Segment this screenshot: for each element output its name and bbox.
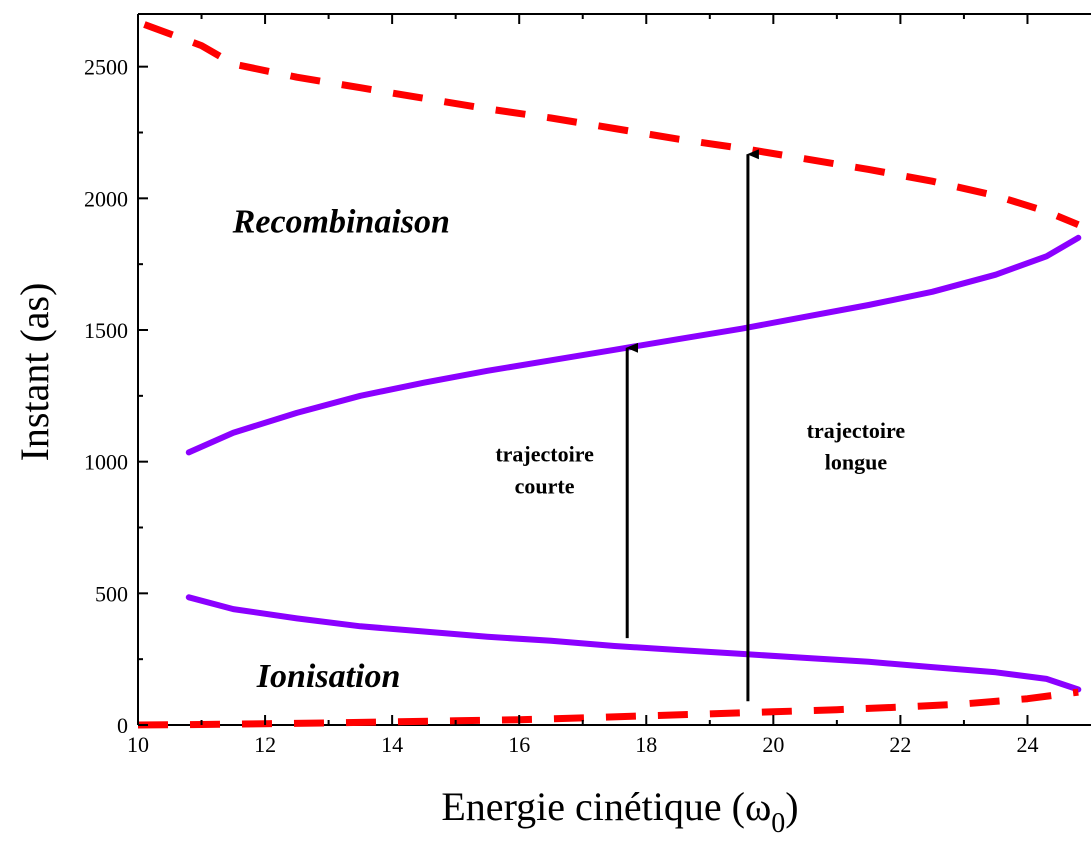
y-tick-label: 1000	[84, 450, 128, 475]
x-axis-title: Energie cinétique (ω0)	[441, 784, 798, 839]
solid-series-line-1	[185, 594, 1082, 693]
y-tick-label: 0	[117, 713, 128, 738]
solid-series-line-0	[185, 234, 1082, 456]
x-tick-label: 16	[508, 732, 530, 757]
x-axis-title-end: )	[785, 784, 798, 829]
arrow-label-1-line-0: trajectoire	[807, 418, 906, 443]
ionisation-label: Ionisation	[256, 658, 401, 695]
x-axis-title-sub: 0	[771, 808, 785, 839]
arrow-label-0-line-0: trajectoire	[495, 442, 594, 467]
y-tick-label: 2000	[84, 186, 128, 211]
y-tick-label: 500	[95, 581, 128, 606]
x-tick-label: 22	[889, 732, 911, 757]
arrow-label-0-line-1: courte	[515, 473, 575, 498]
tick-layer: 10 12 14 16 18 20 22 24 0 500 1000 1500 2000 2500	[84, 14, 1038, 757]
dashed-series-line-3	[137, 688, 1079, 729]
y-axis-title: Instant (as)	[12, 283, 57, 462]
x-tick-label: 24	[1016, 732, 1038, 757]
arrow-label-1-line-1: longue	[825, 450, 888, 475]
x-tick-label: 12	[254, 732, 276, 757]
arrow-layer	[625, 149, 759, 702]
y-tick-label: 1500	[84, 318, 128, 343]
dashed-series-line-2	[143, 21, 1080, 228]
y-tick-label: 2500	[84, 55, 128, 80]
x-tick-label: 20	[762, 732, 784, 757]
series-layer	[137, 21, 1082, 729]
x-axis-title-main: Energie cinétique (ω	[441, 784, 771, 829]
x-tick-label: 14	[381, 732, 403, 757]
x-tick-label: 18	[635, 732, 657, 757]
recombinaison-label: Recombinaison	[232, 204, 450, 241]
x-tick-label: 10	[127, 732, 149, 757]
label-layer: Recombinaison Ionisation trajectoire courte…	[232, 204, 906, 695]
